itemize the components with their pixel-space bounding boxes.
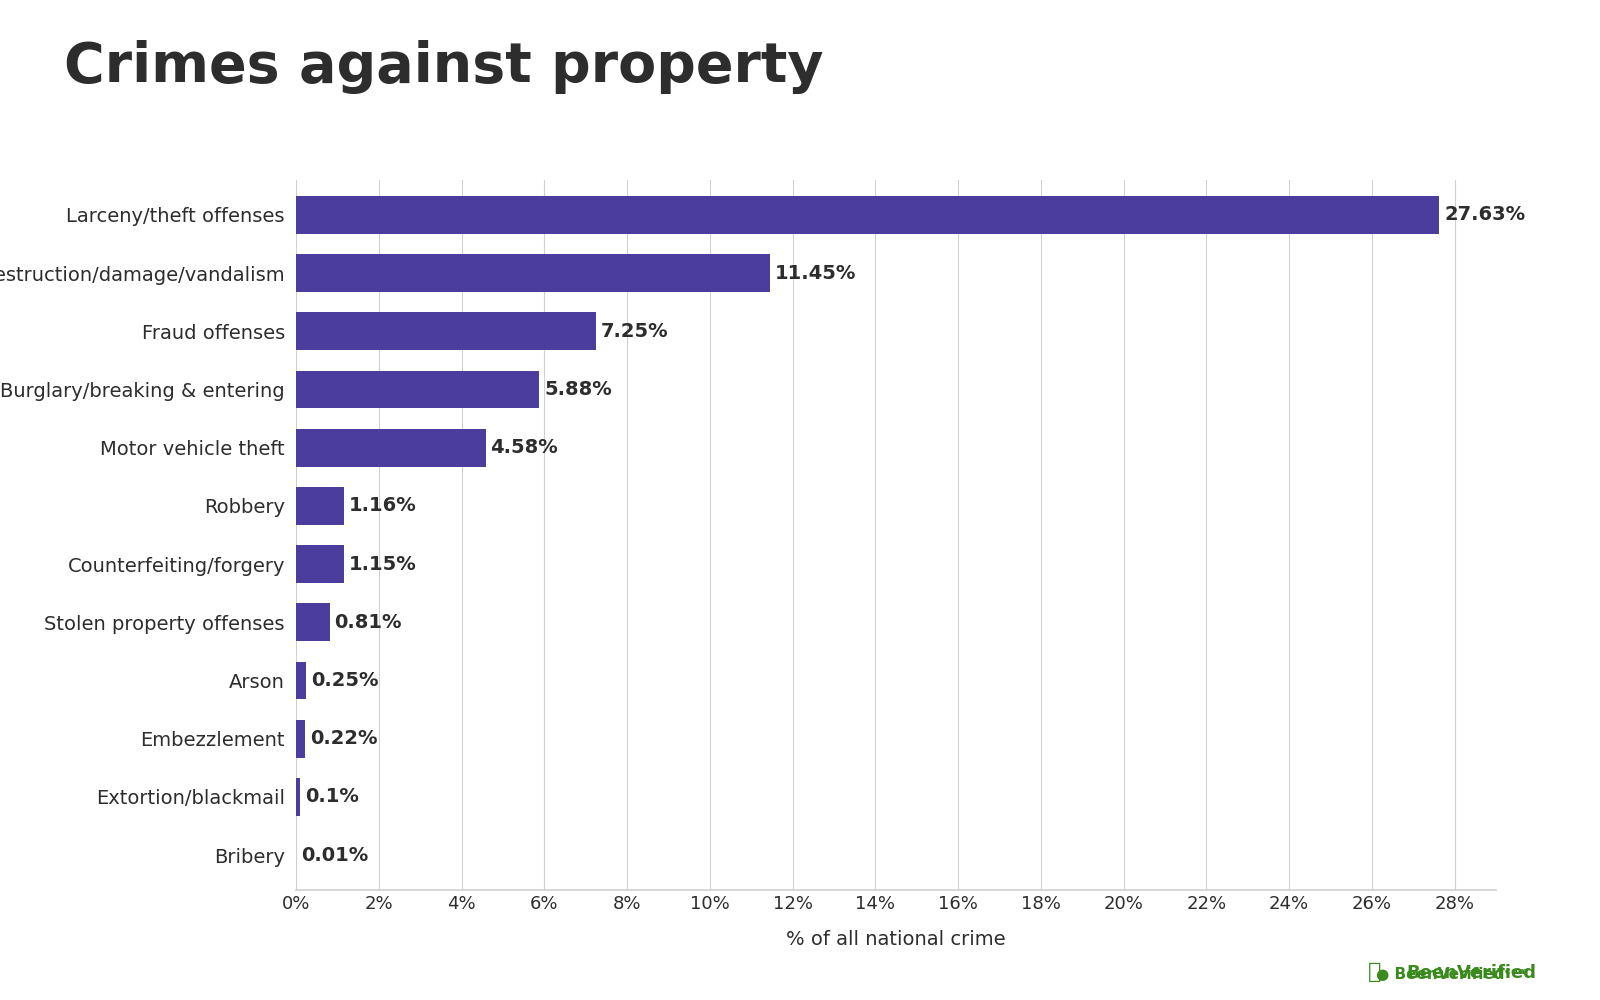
Bar — [296, 778, 301, 816]
Bar — [296, 429, 485, 467]
Bar — [296, 371, 539, 408]
Bar — [296, 545, 344, 583]
Text: 0.81%: 0.81% — [334, 613, 402, 632]
Text: 4.58%: 4.58% — [491, 438, 558, 457]
Text: BeenVerified: BeenVerified — [1406, 964, 1536, 982]
X-axis label: % of all national crime: % of all national crime — [786, 930, 1006, 949]
Text: ● BeenVerifiedᶜᵒᵐ: ● BeenVerifiedᶜᵒᵐ — [1376, 967, 1528, 982]
Bar — [296, 254, 770, 292]
Text: 0.22%: 0.22% — [310, 729, 378, 748]
Bar — [296, 312, 595, 350]
Text: 0.1%: 0.1% — [306, 787, 358, 806]
Text: 11.45%: 11.45% — [774, 264, 856, 283]
Text: 5.88%: 5.88% — [544, 380, 613, 399]
Text: 7.25%: 7.25% — [602, 322, 669, 341]
Text: Ⓑ: Ⓑ — [1368, 962, 1381, 982]
Text: 0.25%: 0.25% — [312, 671, 379, 690]
Bar — [296, 720, 306, 758]
Bar — [296, 662, 306, 699]
Text: 27.63%: 27.63% — [1445, 205, 1525, 224]
Text: Crimes against property: Crimes against property — [64, 40, 824, 94]
Text: 0.01%: 0.01% — [301, 846, 368, 865]
Text: 1.15%: 1.15% — [349, 555, 416, 574]
Bar — [296, 196, 1440, 234]
Bar — [296, 487, 344, 525]
Bar — [296, 603, 330, 641]
Text: 1.16%: 1.16% — [349, 496, 416, 515]
